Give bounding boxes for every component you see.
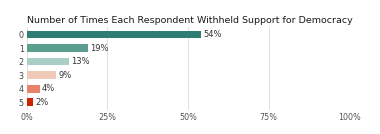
Text: Number of Times Each Respondent Withheld Support for Democracy: Number of Times Each Respondent Withheld…	[27, 16, 352, 25]
Bar	[27, 85, 40, 93]
Text: 4%: 4%	[42, 84, 55, 93]
Bar	[27, 71, 55, 79]
Text: 13%: 13%	[71, 57, 90, 66]
Bar	[27, 31, 201, 38]
Text: 2%: 2%	[36, 98, 49, 107]
Text: 54%: 54%	[204, 30, 222, 39]
Text: 9%: 9%	[58, 71, 71, 80]
Bar	[27, 44, 88, 52]
Text: 19%: 19%	[90, 44, 109, 53]
Bar	[27, 58, 68, 66]
Bar	[27, 98, 33, 106]
